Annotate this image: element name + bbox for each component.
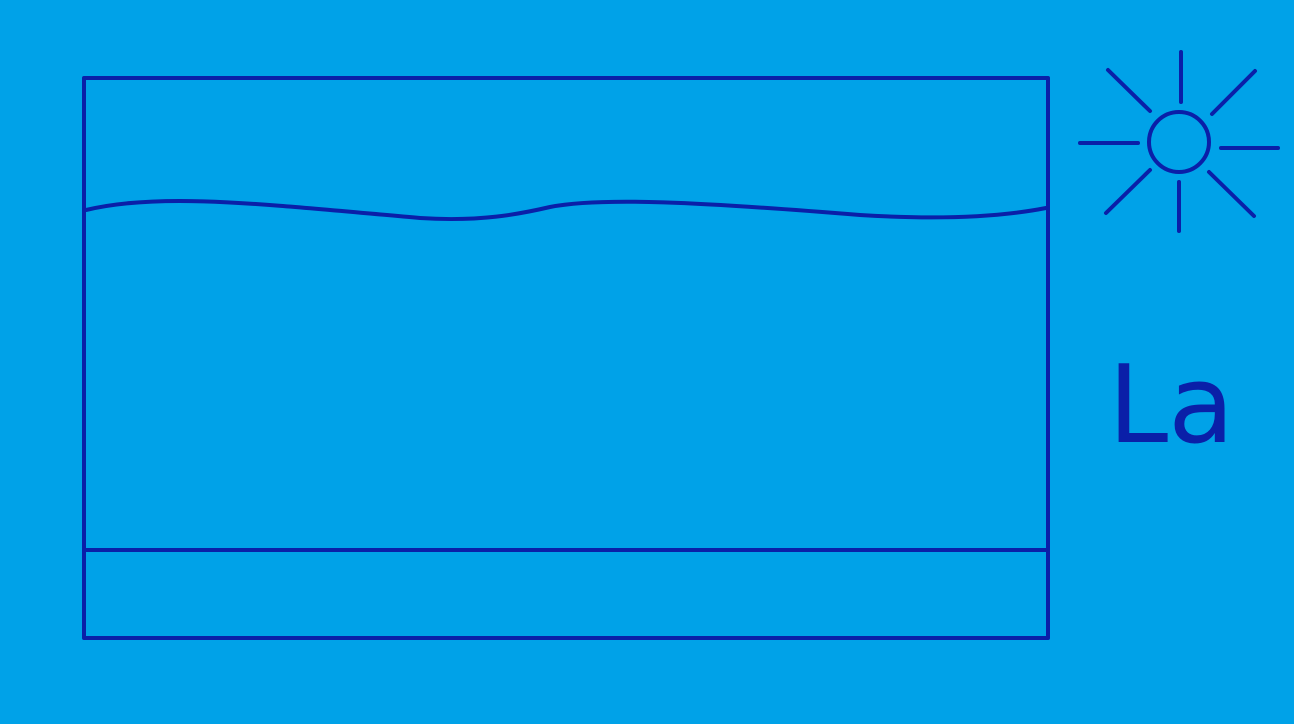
container-outline bbox=[82, 76, 1050, 640]
diagram-label: La bbox=[1108, 343, 1235, 468]
sun-ray-top-right bbox=[1210, 69, 1257, 116]
sun-ray-top-left bbox=[1106, 68, 1152, 113]
sun-icon bbox=[1078, 50, 1280, 233]
sun-disc bbox=[1147, 110, 1211, 174]
sun-ray-bottom-right bbox=[1207, 170, 1256, 218]
sun-ray-bottom-left bbox=[1104, 168, 1152, 215]
water-surface-line bbox=[84, 198, 1048, 222]
